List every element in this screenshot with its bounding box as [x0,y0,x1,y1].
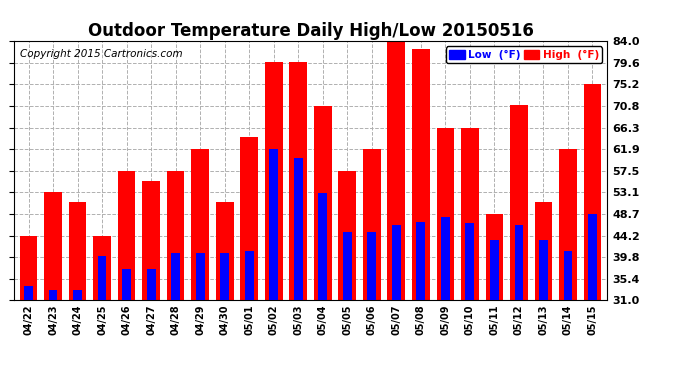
Bar [69,202,86,375]
Bar [220,253,229,375]
Bar [535,202,552,375]
Bar [392,225,401,375]
Bar [510,105,528,375]
Bar [73,290,82,375]
Bar [167,171,184,375]
Bar [388,41,405,375]
Bar [48,290,57,375]
Bar [265,62,282,375]
Bar [93,236,111,375]
Text: Copyright 2015 Cartronics.com: Copyright 2015 Cartronics.com [20,49,182,59]
Title: Outdoor Temperature Daily High/Low 20150516: Outdoor Temperature Daily High/Low 20150… [88,22,533,40]
Bar [515,225,523,375]
Bar [269,148,278,375]
Bar [118,171,135,375]
Bar [314,106,332,375]
Bar [142,181,160,375]
Bar [294,158,303,375]
Bar [245,251,254,375]
Bar [24,286,33,375]
Bar [437,128,454,375]
Bar [343,232,352,375]
Bar [461,128,479,375]
Bar [339,171,356,375]
Bar [466,223,474,375]
Bar [44,192,62,375]
Bar [486,214,503,375]
Bar [318,193,327,375]
Bar [559,148,577,375]
Bar [240,137,258,375]
Bar [584,84,601,375]
Bar [588,214,597,375]
Bar [216,202,233,375]
Bar [171,253,180,375]
Bar [412,49,430,375]
Legend: Low  (°F), High  (°F): Low (°F), High (°F) [446,46,602,63]
Bar [20,236,37,375]
Bar [191,148,209,375]
Bar [441,217,450,375]
Bar [196,253,204,375]
Bar [417,222,425,375]
Bar [363,148,381,375]
Bar [539,240,548,375]
Bar [122,269,131,375]
Bar [564,251,573,375]
Bar [367,232,376,375]
Bar [490,240,499,375]
Bar [147,269,155,375]
Bar [289,62,307,375]
Bar [98,256,106,375]
